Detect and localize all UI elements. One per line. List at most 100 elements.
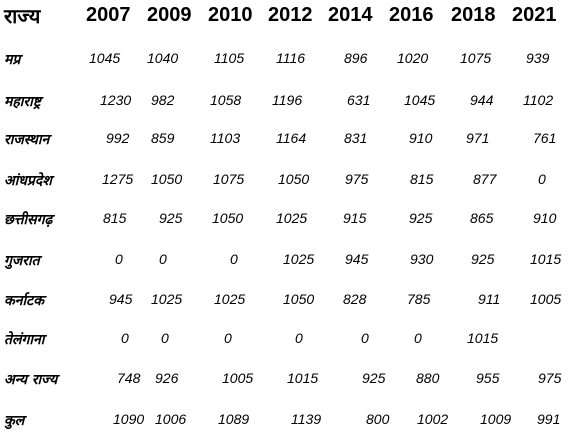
cell-value: 896 <box>344 50 368 66</box>
cell-value: 1025 <box>276 210 308 226</box>
cell-value: 0 <box>538 171 546 187</box>
cell-value: 785 <box>407 291 431 307</box>
cell-value: 631 <box>347 92 371 108</box>
cell-value: 1045 <box>404 92 436 108</box>
cell-value: 1040 <box>147 50 179 66</box>
state-name: कर्नाटक <box>4 293 44 309</box>
cell-value: 0 <box>295 330 303 346</box>
cell-value: 1009 <box>480 411 512 427</box>
year-header-2007: 2007 <box>86 4 131 26</box>
cell-value: 1050 <box>212 210 244 226</box>
cell-value: 831 <box>344 130 368 146</box>
cell-value: 971 <box>466 130 490 146</box>
table-row: आंधप्रदेश 1275 1050 1075 1050 975 815 87… <box>0 171 581 201</box>
table-row: अन्य राज्य 748 926 1005 1015 925 880 955… <box>0 370 581 400</box>
cell-value: 925 <box>362 370 386 386</box>
cell-value: 1025 <box>151 291 183 307</box>
table-row-total: कुल 1090 1006 1089 1139 800 1002 1009 99… <box>0 411 581 441</box>
cell-value: 0 <box>224 330 232 346</box>
cell-value: 1002 <box>417 411 449 427</box>
state-name: छत्तीसगढ़ <box>4 212 53 228</box>
cell-value: 911 <box>478 291 501 307</box>
state-name: अन्य राज्य <box>4 372 58 388</box>
cell-value: 1089 <box>218 411 250 427</box>
state-name: तेलंगाना <box>4 332 45 348</box>
cell-value: 1015 <box>530 251 562 267</box>
cell-value: 1275 <box>102 171 134 187</box>
cell-value: 1050 <box>151 171 183 187</box>
state-name: गुजरात <box>4 253 40 269</box>
table-row: राजस्थान 992 859 1103 1164 831 910 971 7… <box>0 130 581 160</box>
state-name: मप्र <box>4 52 21 68</box>
table-row: महाराष्ट्र 1230 982 1058 1196 631 1045 9… <box>0 92 581 122</box>
cell-value: 915 <box>343 210 367 226</box>
cell-value: 880 <box>416 370 440 386</box>
year-header-2012: 2012 <box>268 4 313 26</box>
year-header-2018: 2018 <box>451 4 496 26</box>
cell-value: 992 <box>106 130 130 146</box>
cell-value: 1050 <box>283 291 315 307</box>
cell-value: 939 <box>526 50 550 66</box>
table-row: छत्तीसगढ़ 815 925 1050 1025 915 925 865 … <box>0 210 581 240</box>
cell-value: 910 <box>533 210 557 226</box>
cell-value: 1105 <box>214 50 245 66</box>
cell-value: 877 <box>473 171 497 187</box>
cell-value: 910 <box>409 130 433 146</box>
cell-value: 1103 <box>210 130 241 146</box>
state-name: कुल <box>4 413 25 429</box>
cell-value: 859 <box>151 130 175 146</box>
cell-value: 1075 <box>460 50 492 66</box>
cell-value: 0 <box>115 251 123 267</box>
cell-value: 1045 <box>89 50 121 66</box>
cell-value: 930 <box>410 251 434 267</box>
year-header-2009: 2009 <box>147 4 192 26</box>
cell-value: 0 <box>161 330 169 346</box>
cell-value: 1015 <box>467 330 499 346</box>
cell-value: 991 <box>537 411 561 427</box>
cell-value: 975 <box>345 171 369 187</box>
cell-value: 944 <box>470 92 494 108</box>
table-row: तेलंगाना 0 0 0 0 0 0 1015 <box>0 330 581 360</box>
cell-value: 815 <box>410 171 434 187</box>
year-header-2021: 2021 <box>512 4 557 26</box>
table-row: गुजरात 0 0 0 1025 945 930 925 1015 <box>0 251 581 281</box>
cell-value: 0 <box>361 330 369 346</box>
cell-value: 1025 <box>214 291 246 307</box>
year-header-2014: 2014 <box>328 4 373 26</box>
cell-value: 748 <box>117 370 141 386</box>
cell-value: 982 <box>151 92 175 108</box>
cell-value: 1116 <box>276 50 306 66</box>
state-name: राजस्थान <box>4 132 50 148</box>
cell-value: 1090 <box>113 411 145 427</box>
cell-value: 865 <box>470 210 494 226</box>
state-name: महाराष्ट्र <box>4 94 41 110</box>
year-header-2016: 2016 <box>389 4 434 26</box>
cell-value: 815 <box>103 210 127 226</box>
cell-value: 1005 <box>222 370 254 386</box>
cell-value: 1058 <box>210 92 242 108</box>
state-column-header: राज्य <box>4 4 41 28</box>
cell-value: 945 <box>109 291 133 307</box>
cell-value: 1164 <box>276 130 307 146</box>
cell-value: 925 <box>409 210 433 226</box>
cell-value: 1102 <box>523 92 554 108</box>
cell-value: 955 <box>476 370 500 386</box>
cell-value: 1050 <box>278 171 310 187</box>
cell-value: 1025 <box>283 251 315 267</box>
state-name: आंधप्रदेश <box>4 173 52 189</box>
cell-value: 0 <box>121 330 129 346</box>
cell-value: 828 <box>343 291 367 307</box>
cell-value: 1015 <box>287 370 319 386</box>
cell-value: 1230 <box>100 92 132 108</box>
cell-value: 926 <box>155 370 179 386</box>
cell-value: 925 <box>471 251 495 267</box>
cell-value: 0 <box>230 251 238 267</box>
year-header-2010: 2010 <box>208 4 253 26</box>
table-row: मप्र 1045 1040 1105 1116 896 1020 1075 9… <box>0 50 581 80</box>
cell-value: 761 <box>533 130 557 146</box>
cell-value: 1139 <box>291 411 322 427</box>
cell-value: 925 <box>159 210 183 226</box>
cell-value: 800 <box>366 411 390 427</box>
cell-value: 945 <box>345 251 369 267</box>
